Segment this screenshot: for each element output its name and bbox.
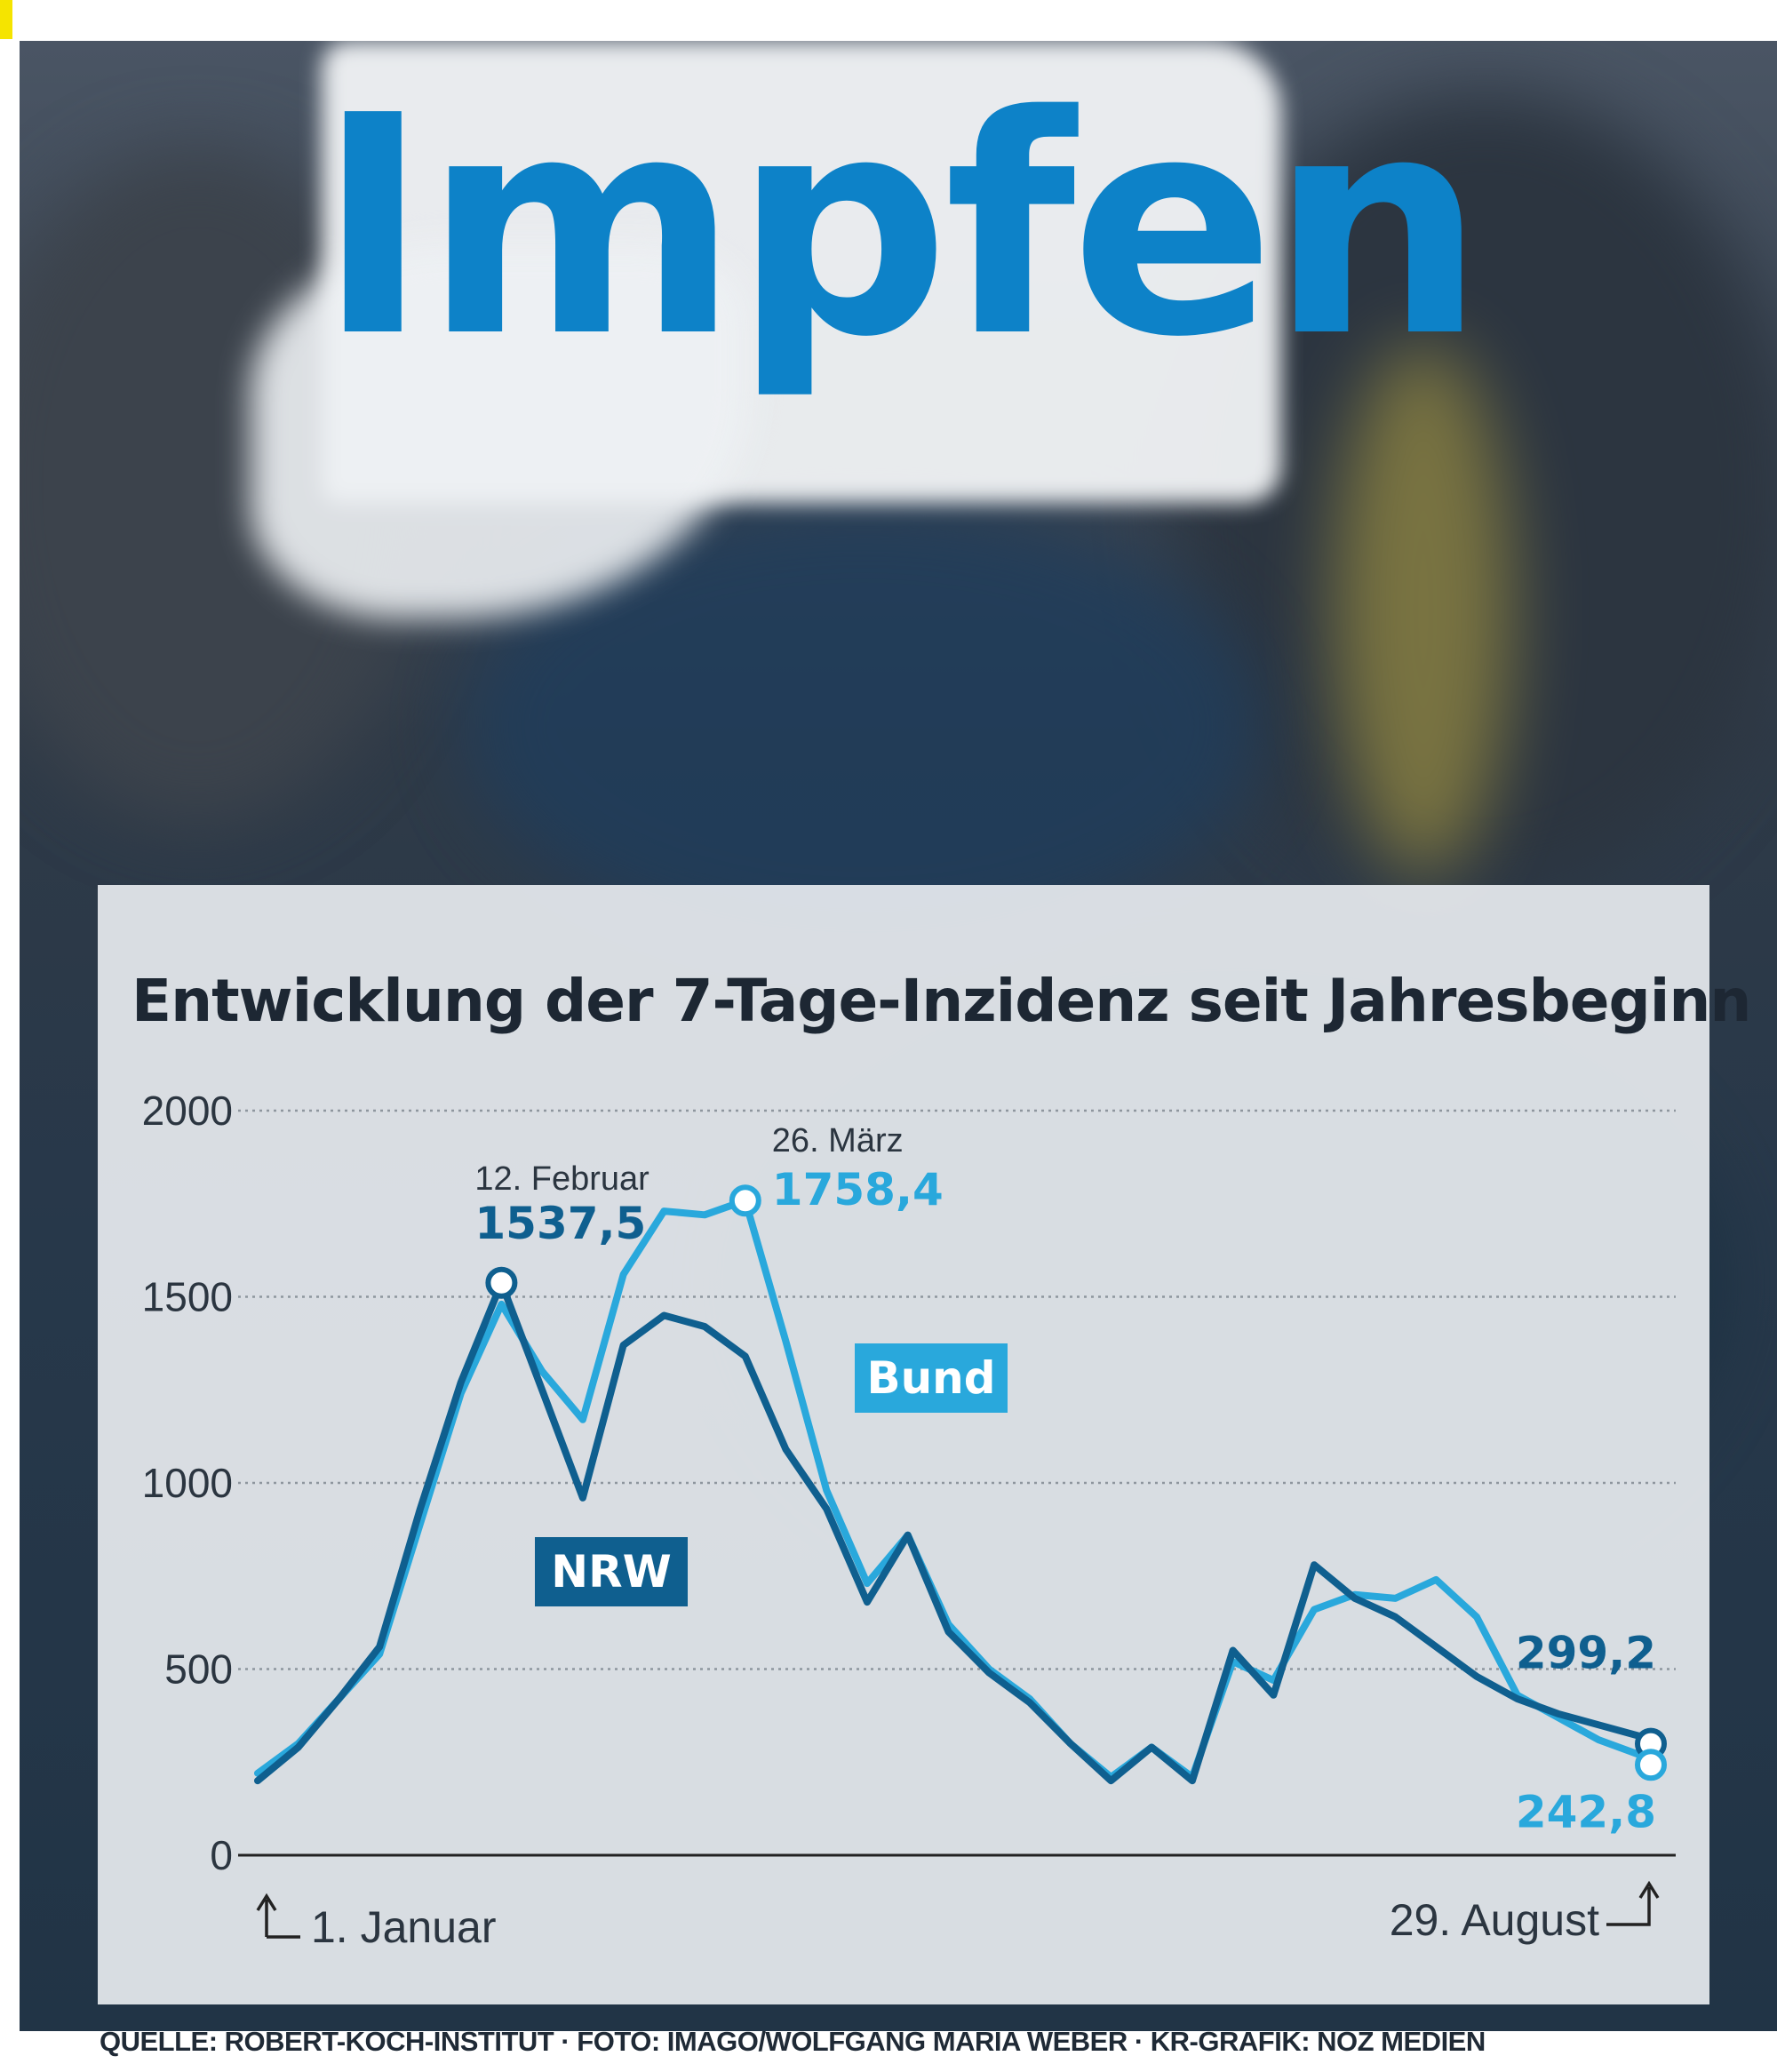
annotation-value-2: 299,2 <box>1516 1628 1656 1679</box>
annotation-value-3: 242,8 <box>1516 1786 1656 1837</box>
end-arrow-icon <box>1606 1880 1660 1926</box>
grid-lines <box>238 1109 1676 1857</box>
series-label-bund: Bund <box>866 1352 995 1404</box>
series-label-nrw: NRW <box>551 1546 672 1598</box>
y-tick-label-1500: 1500 <box>142 1274 233 1320</box>
series-label-box-nrw <box>535 1537 688 1606</box>
start-arrow-icon <box>256 1893 300 1939</box>
annotation-value-1: 1758,4 <box>772 1164 944 1215</box>
y-tick-label-0: 0 <box>210 1832 233 1878</box>
chart-panel <box>98 885 1709 2004</box>
source-credit: QUELLE: ROBERT-KOCH-INSTITUT · FOTO: IMA… <box>100 2026 1486 2057</box>
point-marker-bund-1 <box>729 1184 761 1217</box>
series-line-nrw <box>254 1279 1654 1785</box>
hero-title: Impfen <box>316 52 1486 403</box>
x-start-label: 1. Januar <box>311 1902 496 1952</box>
point-marker-bund-3 <box>1635 1749 1667 1781</box>
series-line-bund <box>254 1197 1654 1781</box>
yellow-marker <box>0 0 12 39</box>
point-marker-nrw-0 <box>485 1266 518 1299</box>
point-markers <box>485 1184 1667 1781</box>
annotation-date-0: 12. Februar <box>474 1160 649 1198</box>
x-axis-labels: 1. Januar 29. August <box>256 1880 1660 1952</box>
series-lines <box>254 1197 1654 1785</box>
y-tick-label-500: 500 <box>164 1646 233 1693</box>
y-tick-label-1000: 1000 <box>142 1460 233 1506</box>
y-tick-label-2000: 2000 <box>142 1088 233 1134</box>
y-tick-labels: 0 500 1000 1500 2000 <box>142 1088 233 1878</box>
annotation-date-1: 26. März <box>772 1122 904 1160</box>
x-end-label: 29. August <box>1390 1895 1599 1945</box>
chart-title: Entwicklung der 7-Tage-Inzidenz seit Jah… <box>131 967 1751 1035</box>
annotation-value-0: 1537,5 <box>474 1198 646 1249</box>
series-label-box-bund <box>855 1343 1008 1413</box>
